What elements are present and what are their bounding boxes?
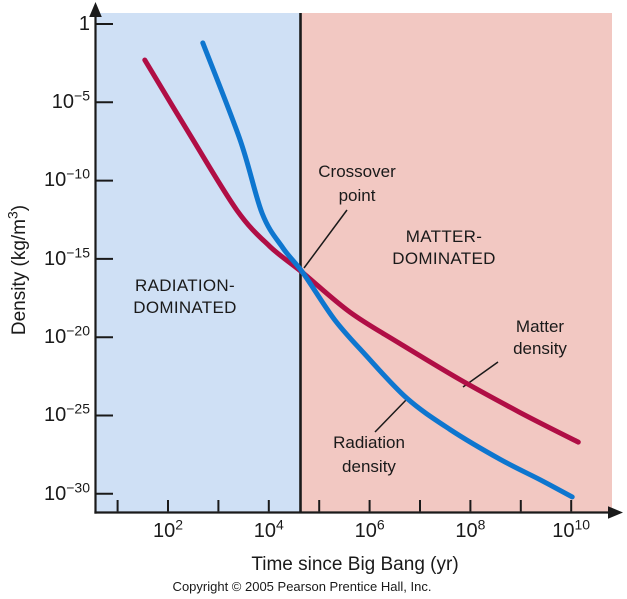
y-axis-title: Density (kg/m3) (4, 204, 30, 336)
matter-density-label: Matter density (513, 317, 567, 358)
x-axis-ticks (116, 500, 573, 512)
x-axis-arrowhead-icon (608, 506, 623, 519)
x-axis-title: Time since Big Bang (yr) (251, 554, 459, 575)
copyright-text: Copyright © 2005 Pearson Prentice Hall, … (172, 579, 432, 594)
matter-density-curve (142, 57, 581, 445)
x-tick-label: 104 (253, 516, 284, 542)
y-axis-arrowhead-icon (89, 2, 102, 17)
x-tick-label: 1010 (552, 516, 591, 542)
radiation-pointer-line (374, 398, 408, 433)
matter-dominated-label: MATTER- DOMINATED (392, 227, 496, 268)
y-axis-ticks (96, 23, 113, 495)
radiation-density-label: Radiation density (333, 433, 405, 476)
crossover-pointer-line (303, 209, 348, 269)
radiation-density-curve (200, 40, 575, 500)
y-tick-label: 10−30 (44, 479, 90, 505)
axes (94, 14, 611, 514)
y-tick-label: 10−5 (51, 87, 90, 113)
matter-region (300, 13, 612, 512)
x-tick-label: 102 (152, 516, 184, 542)
y-tick-label: 10−25 (44, 400, 90, 426)
x-tick-label: 108 (455, 516, 486, 542)
crossover-point-label: Crossover point (318, 162, 396, 205)
y-tick-label: 1 (78, 13, 90, 35)
y-tick-label: 10−20 (44, 322, 90, 348)
y-tick-label: 10−10 (44, 165, 90, 191)
radiation-dominated-label: RADIATION- DOMINATED (133, 276, 237, 317)
y-tick-label: 10−15 (44, 244, 90, 270)
x-tick-label: 106 (354, 516, 385, 542)
radiation-region (96, 13, 301, 512)
